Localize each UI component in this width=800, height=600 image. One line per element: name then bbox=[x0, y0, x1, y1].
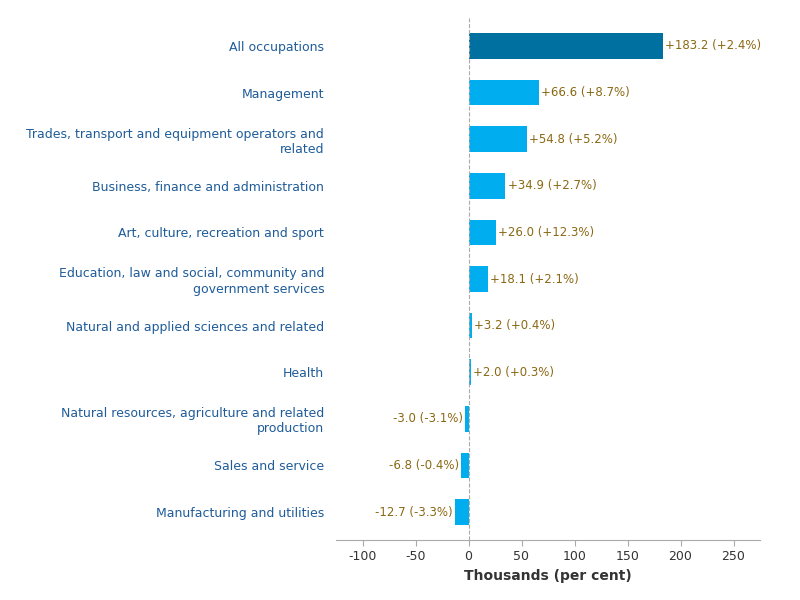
Text: -3.0 (-3.1%): -3.0 (-3.1%) bbox=[394, 412, 463, 425]
Bar bbox=[455, 499, 469, 525]
Bar bbox=[469, 127, 526, 152]
Text: +34.9 (+2.7%): +34.9 (+2.7%) bbox=[508, 179, 596, 192]
X-axis label: Thousands (per cent): Thousands (per cent) bbox=[464, 569, 632, 583]
Text: +66.6 (+8.7%): +66.6 (+8.7%) bbox=[542, 86, 630, 99]
Bar bbox=[469, 266, 488, 292]
Bar bbox=[466, 406, 469, 431]
Bar bbox=[469, 33, 662, 59]
Text: +54.8 (+5.2%): +54.8 (+5.2%) bbox=[529, 133, 618, 146]
Bar bbox=[469, 173, 506, 199]
Text: +18.1 (+2.1%): +18.1 (+2.1%) bbox=[490, 272, 578, 286]
Bar bbox=[469, 220, 496, 245]
Bar bbox=[469, 313, 472, 338]
Text: +2.0 (+0.3%): +2.0 (+0.3%) bbox=[473, 366, 554, 379]
Bar bbox=[462, 452, 469, 478]
Text: +26.0 (+12.3%): +26.0 (+12.3%) bbox=[498, 226, 594, 239]
Bar bbox=[469, 359, 470, 385]
Text: -12.7 (-3.3%): -12.7 (-3.3%) bbox=[375, 506, 453, 518]
Text: +183.2 (+2.4%): +183.2 (+2.4%) bbox=[665, 40, 761, 52]
Text: +3.2 (+0.4%): +3.2 (+0.4%) bbox=[474, 319, 555, 332]
Text: -6.8 (-0.4%): -6.8 (-0.4%) bbox=[389, 459, 459, 472]
Bar bbox=[469, 80, 539, 106]
